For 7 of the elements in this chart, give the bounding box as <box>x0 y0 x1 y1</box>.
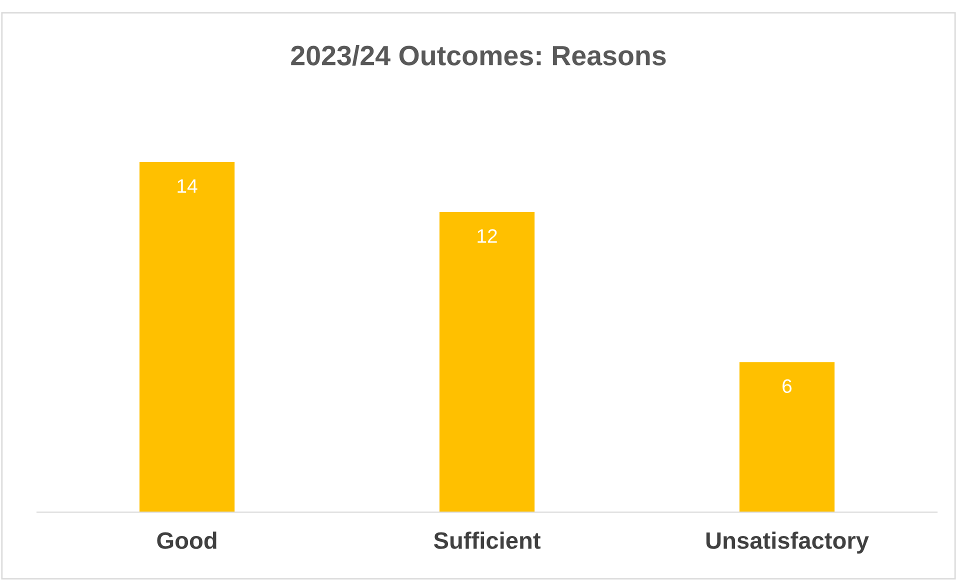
x-tick-label: Sufficient <box>434 532 541 549</box>
chart-title: 2023/24 Outcomes: Reasons <box>291 45 666 66</box>
x-tick-label: Unsatisfactory <box>706 532 869 554</box>
data-label: 14 <box>178 179 198 193</box>
data-label: 12 <box>478 229 497 243</box>
data-label: 6 <box>782 379 792 394</box>
x-tick-label: Good <box>157 532 216 549</box>
